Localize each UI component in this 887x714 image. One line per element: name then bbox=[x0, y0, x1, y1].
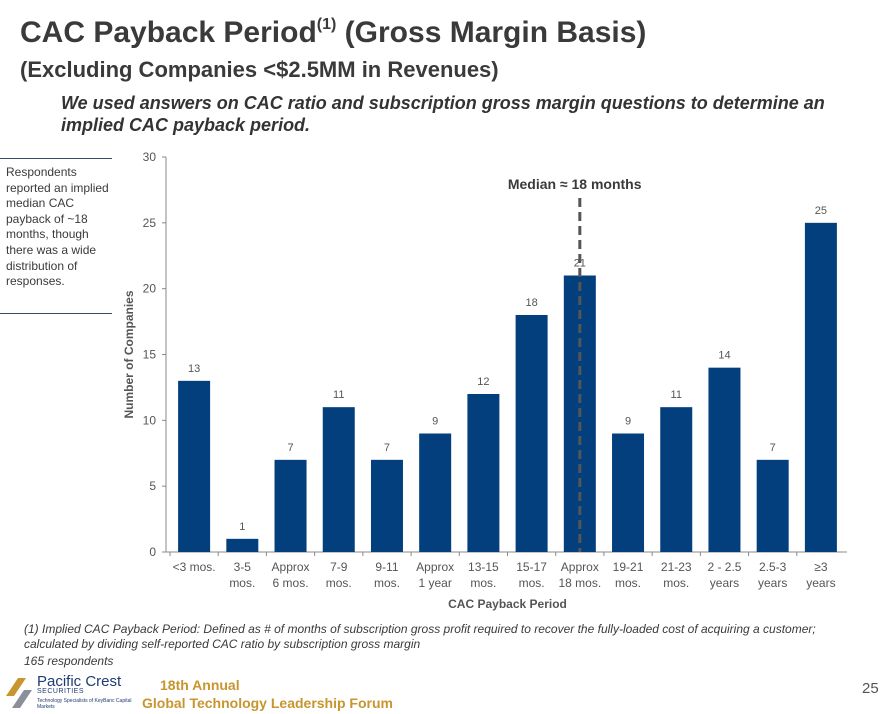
bar-6 bbox=[467, 394, 500, 552]
x-tick-label-9: mos. bbox=[615, 576, 641, 590]
data-label-10: 11 bbox=[671, 389, 682, 401]
y-axis-title: Number of Companies bbox=[122, 290, 136, 418]
data-label-4: 7 bbox=[384, 442, 390, 454]
callout-text: Respondents reported an implied median C… bbox=[6, 165, 109, 289]
data-label-1: 1 bbox=[239, 521, 245, 533]
x-tick-label-8: 18 mos. bbox=[558, 576, 601, 590]
y-tick-label: 20 bbox=[143, 282, 157, 296]
pacific-crest-logo-icon bbox=[6, 678, 32, 708]
bar-12 bbox=[756, 459, 789, 552]
logo-securities: SECURITIES bbox=[37, 688, 85, 695]
x-tick-label-13: years bbox=[806, 576, 835, 590]
bar-13 bbox=[804, 222, 837, 553]
x-tick-label-7: 15-17 bbox=[516, 560, 547, 574]
x-tick-label-7: mos. bbox=[519, 576, 545, 590]
x-tick-label-0: <3 mos. bbox=[173, 560, 216, 574]
respondents-note: 165 respondents bbox=[24, 654, 114, 668]
footnote: (1) Implied CAC Payback Period: Defined … bbox=[24, 622, 816, 651]
forum-annual-label: 18th Annual bbox=[160, 677, 240, 693]
x-tick-label-10: 21-23 bbox=[661, 560, 692, 574]
data-label-12: 7 bbox=[770, 442, 776, 454]
y-tick-label: 15 bbox=[143, 348, 157, 362]
x-tick-label-6: 13-15 bbox=[468, 560, 499, 574]
y-tick-label: 5 bbox=[149, 479, 156, 493]
x-tick-label-2: Approx bbox=[272, 560, 310, 574]
median-annotation: Median ≈ 18 months bbox=[508, 176, 642, 192]
data-label-7: 18 bbox=[525, 297, 537, 309]
x-tick-label-1: 3-5 bbox=[234, 560, 252, 574]
y-tick-label: 25 bbox=[143, 216, 157, 230]
bar-9 bbox=[612, 433, 645, 552]
x-tick-label-6: mos. bbox=[470, 576, 496, 590]
data-label-9: 9 bbox=[625, 416, 631, 428]
x-tick-label-4: 9-11 bbox=[375, 560, 398, 574]
x-tick-label-5: 1 year bbox=[418, 576, 451, 590]
title-footnote-marker: (1) bbox=[316, 16, 337, 33]
bar-7 bbox=[515, 315, 548, 552]
x-tick-label-12: 2.5-3 bbox=[759, 560, 787, 574]
bar-4 bbox=[370, 459, 403, 552]
data-label-6: 12 bbox=[477, 376, 489, 388]
data-label-13: 25 bbox=[815, 205, 827, 217]
x-tick-label-8: Approx bbox=[561, 560, 599, 574]
data-label-0: 13 bbox=[188, 363, 200, 375]
x-tick-label-4: mos. bbox=[374, 576, 400, 590]
y-tick-label: 10 bbox=[143, 413, 157, 427]
x-tick-label-11: 2 - 2.5 bbox=[707, 560, 741, 574]
x-tick-label-3: 7-9 bbox=[330, 560, 348, 574]
bar-0 bbox=[178, 380, 211, 552]
x-tick-label-9: 19-21 bbox=[613, 560, 644, 574]
data-label-8: 21 bbox=[574, 258, 586, 270]
data-label-2: 7 bbox=[287, 442, 293, 454]
forum-name: Global Technology Leadership Forum bbox=[142, 695, 393, 711]
logo-tagline: Technology Specialists of KeyBanc Capita… bbox=[37, 698, 132, 710]
data-label-5: 9 bbox=[432, 416, 438, 428]
x-tick-label-2: 6 mos. bbox=[273, 576, 309, 590]
bar-3 bbox=[322, 407, 355, 552]
bar-10 bbox=[660, 407, 693, 552]
bar-5 bbox=[419, 433, 452, 552]
y-tick-label: 0 bbox=[149, 545, 156, 559]
x-tick-label-10: mos. bbox=[663, 576, 689, 590]
title-main: CAC Payback Period bbox=[20, 16, 317, 49]
x-tick-label-5: Approx bbox=[416, 560, 454, 574]
x-tick-label-1: mos. bbox=[229, 576, 255, 590]
page-title: CAC Payback Period(1) (Gross Margin Basi… bbox=[20, 16, 646, 50]
logo-name: Pacific Crest bbox=[37, 673, 122, 690]
x-tick-label-3: mos. bbox=[326, 576, 352, 590]
callout-box: Respondents reported an implied median C… bbox=[0, 158, 112, 314]
x-tick-label-12: years bbox=[758, 576, 787, 590]
title-rest: (Gross Margin Basis) bbox=[336, 16, 647, 49]
bar-2 bbox=[274, 459, 307, 552]
bar-1 bbox=[226, 538, 259, 552]
data-label-3: 11 bbox=[333, 389, 344, 401]
x-axis-title: CAC Payback Period bbox=[448, 597, 567, 611]
y-tick-label: 30 bbox=[143, 150, 157, 164]
page-subtitle: (Excluding Companies <$2.5MM in Revenues… bbox=[20, 57, 499, 82]
x-tick-label-13: ≥3 bbox=[814, 560, 828, 574]
page-number: 25 bbox=[862, 680, 879, 697]
x-tick-label-11: years bbox=[710, 576, 739, 590]
bar-11 bbox=[708, 367, 741, 552]
bar-chart: 0 5 10 15 20 25 30 Number of Companies 13 <3 mos.… bbox=[122, 150, 847, 611]
intro-text: We used answers on CAC ratio and subscri… bbox=[61, 93, 825, 135]
data-label-11: 14 bbox=[718, 350, 730, 362]
